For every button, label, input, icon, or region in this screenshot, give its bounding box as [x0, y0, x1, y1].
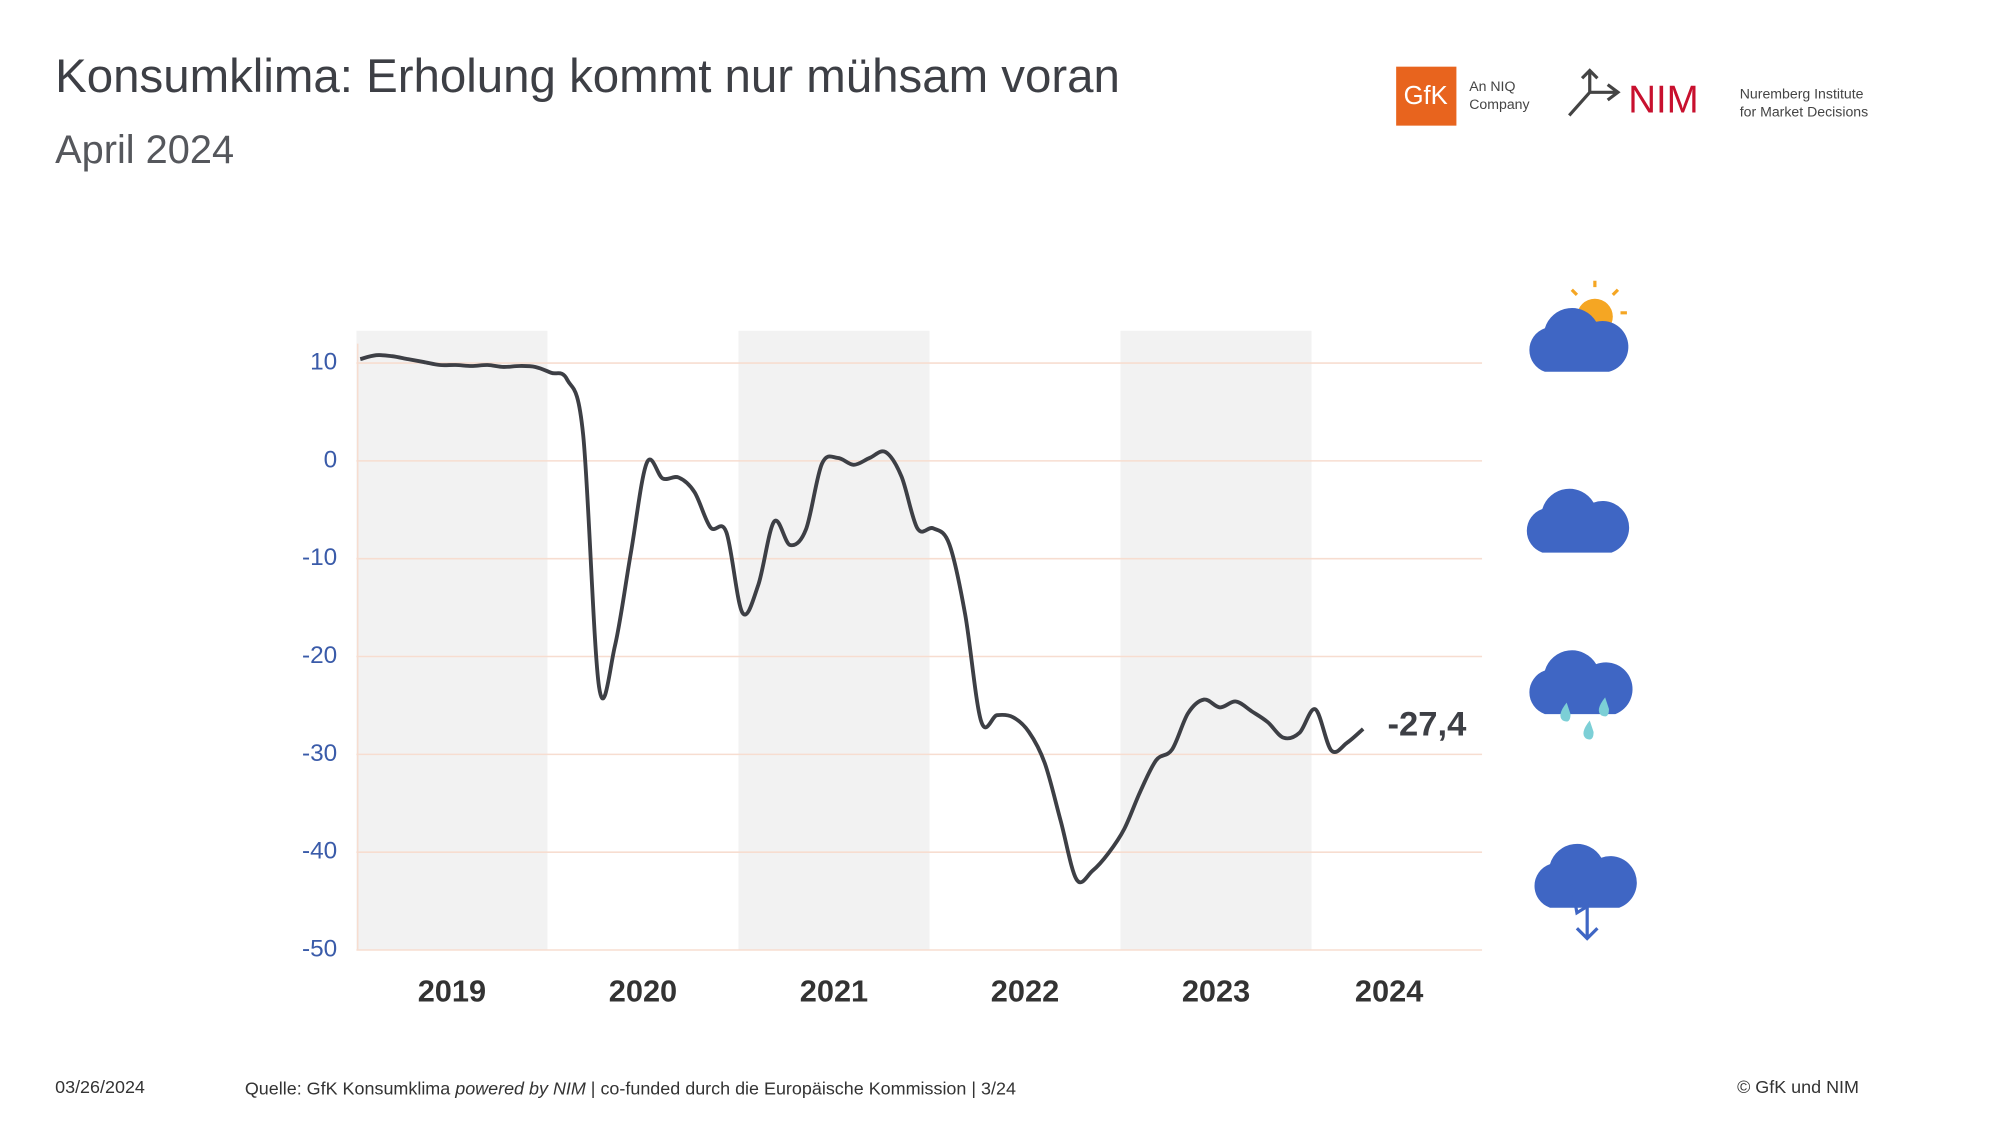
- y-tick-label: -20: [302, 642, 337, 669]
- nim-arrow: [1568, 68, 1621, 117]
- source-part: | co-funded durch die Europäische Kommis…: [586, 1078, 1016, 1098]
- footer-source: Quelle: GfK Konsumklima powered by NIM |…: [245, 1078, 1016, 1098]
- y-tick-label: -50: [302, 935, 337, 962]
- year-band: [1120, 330, 1312, 950]
- year-band: [356, 330, 548, 950]
- gfk-sub: An NIQ: [1469, 78, 1515, 94]
- x-tick-label: 2019: [418, 974, 486, 1009]
- y-tick-label: 0: [324, 446, 338, 473]
- y-tick-label: 10: [310, 348, 337, 375]
- x-tick-label: 2023: [1182, 974, 1250, 1009]
- weather-icons: [1526, 280, 1637, 941]
- gfk-text: GfK: [1404, 82, 1448, 110]
- nim-logo: NIM Nuremberg Institute for Market Decis…: [1568, 68, 1868, 122]
- y-tick-label: -10: [302, 544, 337, 571]
- footer-date: 03/26/2024: [55, 1077, 145, 1097]
- x-tick-label: 2021: [800, 974, 868, 1009]
- x-tick-label: 2020: [609, 974, 677, 1009]
- value-label: -27,4: [1388, 705, 1468, 743]
- nim-sub: Nuremberg Institute: [1740, 86, 1864, 102]
- gfk-box: [1396, 66, 1457, 126]
- year-band: [738, 330, 930, 950]
- footer-copyright: © GfK und NIM: [1737, 1077, 1859, 1097]
- icon-cloud: [1526, 488, 1630, 553]
- icon-sun-cloud: [1529, 280, 1629, 372]
- nim-sub: for Market Decisions: [1740, 104, 1868, 120]
- gfk-sub: Company: [1469, 96, 1530, 112]
- x-tick-label: 2022: [991, 974, 1059, 1009]
- chart-title: Konsumklima: Erholung kommt nur mühsam v…: [55, 50, 1120, 103]
- chart-subtitle: April 2024: [55, 128, 234, 172]
- icon-rain: [1529, 650, 1633, 740]
- source-part: Quelle: GfK Konsumklima: [245, 1078, 455, 1098]
- line-series: [359, 353, 1365, 885]
- icon-storm: [1534, 843, 1637, 941]
- y-tick-label: -40: [302, 838, 337, 865]
- year-bands: [356, 330, 1312, 950]
- x-tick-label: 2024: [1355, 974, 1423, 1009]
- source-part: powered by NIM: [454, 1078, 586, 1098]
- y-tick-label: -30: [302, 740, 337, 767]
- gfk-logo: GfK An NIQ Company: [1396, 66, 1531, 126]
- plot: 2019 2020 2021 2022 2023 2024 10 0 -10 -20 -30 -40 -…: [302, 343, 1483, 1009]
- nim-text: NIM: [1628, 79, 1699, 122]
